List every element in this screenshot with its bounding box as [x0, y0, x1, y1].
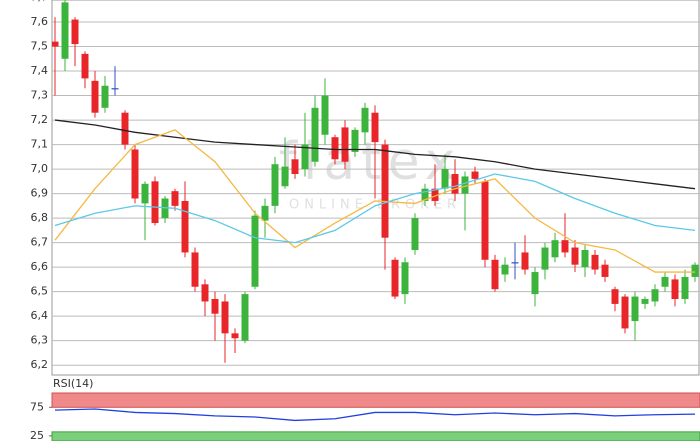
- candle-body: [581, 249, 589, 268]
- overbought-band: [51, 392, 700, 408]
- oversold-band: [51, 431, 700, 441]
- y-tick-label: 6,9: [31, 187, 49, 200]
- candle-body: [311, 107, 319, 162]
- y-tick-label: 7,1: [31, 138, 49, 151]
- indicator-line: [54, 119, 696, 190]
- candle-body: [551, 240, 559, 258]
- candle-body: [351, 129, 359, 152]
- candle-body: [591, 254, 599, 270]
- rsi-title: RSI(14): [53, 377, 93, 390]
- candle-body: [381, 144, 389, 238]
- candle-body: [81, 53, 89, 79]
- candle-body: [681, 276, 689, 300]
- candle-body: [481, 181, 489, 260]
- y-tick-label: 6,7: [31, 236, 49, 249]
- candle-body: [471, 171, 479, 179]
- y-tick-label: 6,4: [31, 309, 49, 322]
- candle-body: [71, 19, 79, 45]
- candle-body: [231, 333, 239, 339]
- candle-body: [261, 205, 269, 221]
- candle-body: [241, 294, 249, 341]
- candle-body: [631, 296, 639, 322]
- candle-body: [61, 2, 69, 59]
- y-tick-label: 6,8: [31, 211, 49, 224]
- candle-body: [491, 259, 499, 290]
- candle-body: [651, 289, 659, 302]
- candle-body: [611, 289, 619, 304]
- indicator-line: [54, 129, 695, 273]
- y-tick-label: 7,7: [31, 0, 49, 4]
- candle-body: [461, 176, 469, 194]
- candle-body: [601, 264, 609, 277]
- y-tick-label: 7,3: [31, 89, 49, 102]
- candle-body: [271, 164, 279, 206]
- candle-body: [121, 112, 129, 145]
- candle-body: [691, 264, 699, 277]
- y-tick-label: 6,5: [31, 285, 49, 298]
- y-tick-label: 7,6: [31, 15, 49, 28]
- candle-body: [321, 95, 329, 135]
- y-tick-label: 25: [30, 429, 44, 441]
- candle-body: [451, 173, 459, 194]
- y-tick-label: 6,3: [31, 334, 49, 347]
- candle-body: [511, 262, 519, 264]
- candle-body: [521, 252, 529, 270]
- candle-body: [571, 247, 579, 265]
- candle-body: [671, 279, 679, 300]
- candle-body: [191, 252, 199, 287]
- candle-body: [421, 188, 429, 201]
- y-tick-label: 6,6: [31, 260, 49, 273]
- candle-body: [661, 276, 669, 287]
- candle-body: [331, 137, 339, 160]
- candle-body: [391, 259, 399, 297]
- candle-body: [341, 127, 349, 162]
- y-tick-label: 6,2: [31, 358, 49, 371]
- candle-body: [281, 166, 289, 187]
- candle-body: [101, 85, 109, 108]
- watermark-sub: ONLINE BROKER: [289, 198, 461, 213]
- candle-body: [221, 301, 229, 334]
- candle-body: [441, 169, 449, 189]
- candle-body: [401, 262, 409, 295]
- candle-body: [641, 299, 649, 304]
- candle-body: [371, 112, 379, 143]
- candle-body: [541, 247, 549, 270]
- candle-body: [151, 181, 159, 224]
- y-tick-label: 7,0: [31, 162, 49, 175]
- candle-body: [181, 200, 189, 253]
- candle-body: [301, 144, 309, 170]
- candle-body: [111, 88, 119, 90]
- candle-body: [131, 149, 139, 199]
- candle-body: [251, 215, 259, 287]
- y-tick-label: 7,5: [31, 40, 49, 53]
- candle-body: [211, 299, 219, 314]
- y-tick-label: 7,2: [31, 113, 49, 126]
- rsi-lines: [54, 408, 696, 422]
- candle-body: [291, 159, 299, 174]
- y-tick-label: 75: [30, 400, 44, 413]
- candle-body: [91, 80, 99, 113]
- candle-body: [141, 183, 149, 204]
- candle-body: [52, 41, 59, 47]
- candle-body: [361, 107, 369, 133]
- candle-body: [531, 272, 539, 295]
- candle-body: [501, 264, 509, 275]
- candle-body: [171, 191, 179, 206]
- y-tick-label: 7,4: [31, 64, 49, 77]
- indicator-line: [54, 408, 696, 422]
- candle-body: [621, 296, 629, 329]
- candle-body: [561, 240, 569, 253]
- candle-body: [431, 188, 439, 201]
- candle-body: [201, 284, 209, 302]
- candle-body: [411, 218, 419, 250]
- indicator-line: [54, 173, 696, 244]
